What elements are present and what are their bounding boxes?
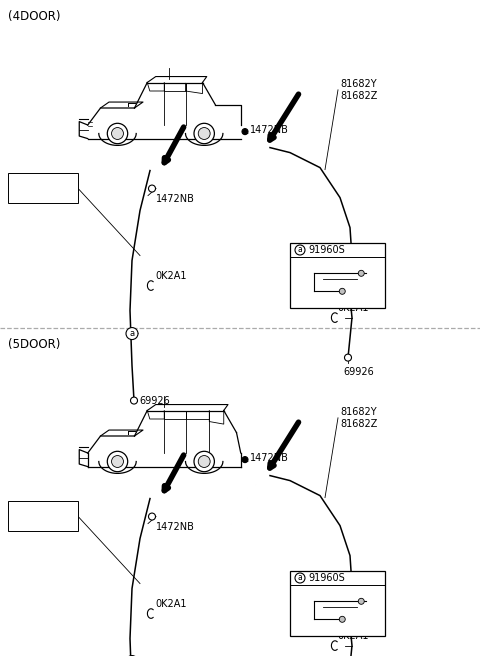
Circle shape xyxy=(126,327,138,340)
Text: 91960S: 91960S xyxy=(308,245,345,255)
FancyBboxPatch shape xyxy=(290,243,385,308)
Text: (5DOOR): (5DOOR) xyxy=(8,338,60,351)
Circle shape xyxy=(242,457,248,462)
Text: 81682Z: 81682Z xyxy=(340,91,377,101)
Circle shape xyxy=(345,354,351,361)
Circle shape xyxy=(339,616,345,623)
FancyBboxPatch shape xyxy=(8,501,78,531)
Circle shape xyxy=(198,455,210,468)
Text: a: a xyxy=(298,573,302,583)
Circle shape xyxy=(194,123,215,144)
Text: 81682C: 81682C xyxy=(11,194,48,203)
Circle shape xyxy=(111,455,123,468)
Circle shape xyxy=(108,123,128,144)
Circle shape xyxy=(131,397,137,404)
Circle shape xyxy=(111,127,123,140)
Text: 1472NB: 1472NB xyxy=(156,522,195,531)
Text: 81682Y: 81682Y xyxy=(340,79,377,89)
Text: (4DOOR): (4DOOR) xyxy=(8,10,60,23)
Circle shape xyxy=(295,573,305,583)
Text: 1472NB: 1472NB xyxy=(156,194,195,203)
Text: 0K2A1: 0K2A1 xyxy=(337,302,369,313)
Text: 81682B: 81682B xyxy=(11,509,48,520)
Text: 69926: 69926 xyxy=(139,396,170,405)
Circle shape xyxy=(358,598,364,604)
Text: 81682C: 81682C xyxy=(11,522,48,531)
Text: 0K2A1: 0K2A1 xyxy=(155,598,187,609)
Text: a: a xyxy=(298,245,302,255)
Text: 91960S: 91960S xyxy=(308,573,345,583)
Circle shape xyxy=(358,270,364,276)
Text: 81682Z: 81682Z xyxy=(340,419,377,429)
Text: 81682Y: 81682Y xyxy=(340,407,377,417)
FancyBboxPatch shape xyxy=(8,173,78,203)
Circle shape xyxy=(148,513,156,520)
Circle shape xyxy=(108,451,128,472)
Circle shape xyxy=(148,185,156,192)
Text: 0K2A1: 0K2A1 xyxy=(337,630,369,641)
Circle shape xyxy=(198,127,210,140)
Circle shape xyxy=(339,288,345,295)
Circle shape xyxy=(194,451,215,472)
Text: 1472NB: 1472NB xyxy=(250,453,289,462)
Text: 69926: 69926 xyxy=(343,367,374,377)
Circle shape xyxy=(242,129,248,134)
Text: 1472NB: 1472NB xyxy=(250,125,289,134)
Text: a: a xyxy=(130,329,134,338)
Text: 0K2A1: 0K2A1 xyxy=(155,270,187,281)
FancyBboxPatch shape xyxy=(290,571,385,636)
Text: 81682B: 81682B xyxy=(11,181,48,192)
Circle shape xyxy=(295,245,305,255)
